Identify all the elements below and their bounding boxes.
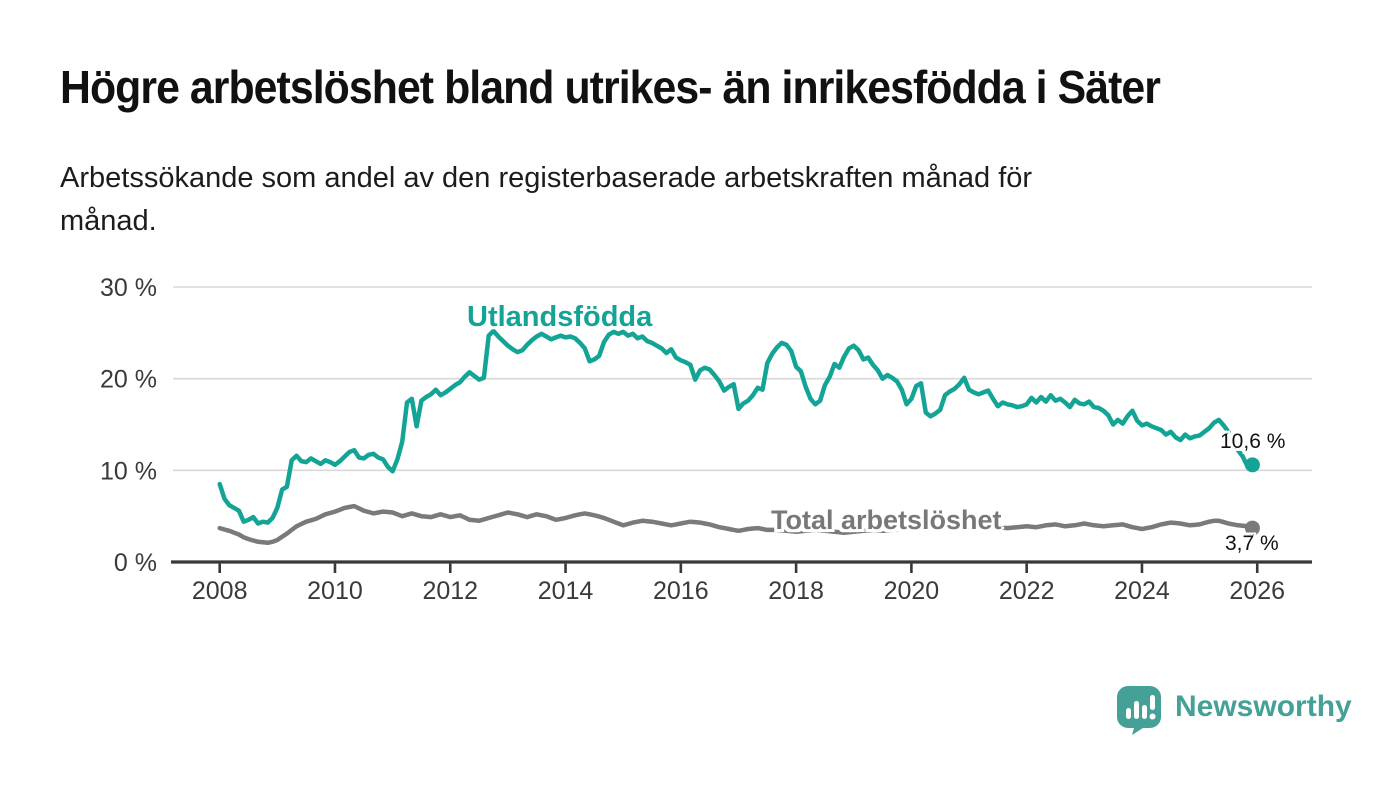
series-line-utlandsfodda bbox=[217, 328, 1255, 526]
series-end-dot-utlandsfodda bbox=[1244, 457, 1260, 473]
x-axis-tick-label: 2014 bbox=[538, 577, 594, 605]
y-axis-tick-label: 30 % bbox=[100, 274, 157, 302]
series-end-dot-total bbox=[1244, 520, 1260, 536]
x-axis-tick-label: 2024 bbox=[1114, 577, 1170, 605]
newsworthy-logo: Newsworthy bbox=[1116, 685, 1352, 735]
x-axis-tick-label: 2020 bbox=[884, 577, 940, 605]
series-label-utlandsfodda: Utlandsfödda bbox=[467, 301, 653, 333]
x-axis-tick-label: 2010 bbox=[307, 577, 363, 605]
x-axis-tick-label: 2022 bbox=[999, 577, 1055, 605]
chart-title: Högre arbetslöshet bland utrikes- än inr… bbox=[60, 61, 1161, 113]
newsworthy-logo-text: Newsworthy bbox=[1175, 690, 1352, 723]
x-axis-tick-label: 2018 bbox=[768, 577, 824, 605]
series-line-total bbox=[217, 503, 1255, 546]
x-axis-tick-label: 2016 bbox=[653, 577, 709, 605]
chart-subtitle-line1: Arbetssökande som andel av den registerb… bbox=[60, 162, 1033, 194]
end-value-label-utlandsfodda: 10,6 % bbox=[1220, 430, 1286, 453]
y-axis-tick-label: 10 % bbox=[100, 457, 157, 485]
y-axis-tick-label: 0 % bbox=[114, 549, 157, 577]
chart-subtitle: Arbetssökande som andel av den registerb… bbox=[60, 157, 1032, 243]
end-value-label-total: 3,7 % bbox=[1225, 532, 1279, 555]
chart-subtitle-line2: månad. bbox=[60, 205, 157, 237]
y-axis-tick-label: 20 % bbox=[100, 366, 157, 394]
x-axis-tick-label: 2008 bbox=[192, 577, 248, 605]
x-axis-tick-label: 2012 bbox=[422, 577, 478, 605]
speech-bubble-bar-chart-icon bbox=[1117, 686, 1161, 735]
x-axis-tick-label: 2026 bbox=[1229, 577, 1285, 605]
series-label-total-arbetsloshet: Total arbetslöshet bbox=[771, 505, 1002, 535]
